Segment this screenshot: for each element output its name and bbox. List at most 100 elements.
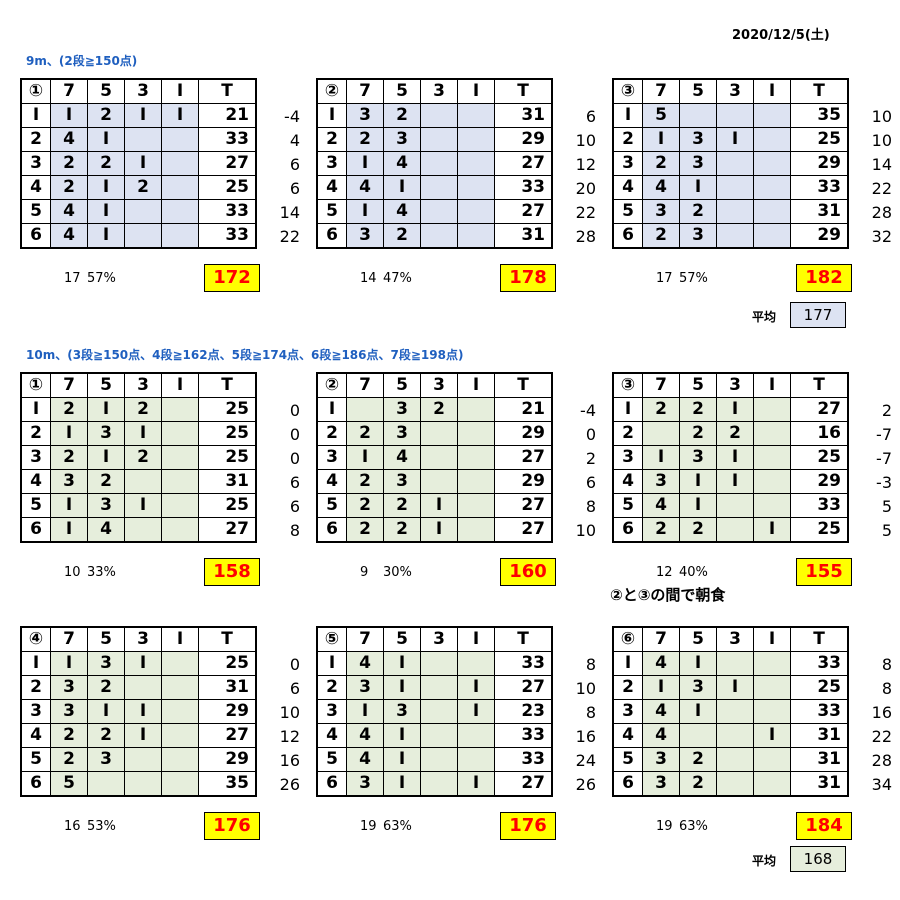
zone-count: 2 <box>679 517 717 543</box>
zone-count: 4 <box>642 699 680 724</box>
diff-value: -3 <box>876 473 892 492</box>
zone-count: 3 <box>346 771 384 797</box>
zone-count <box>161 651 199 676</box>
end-number: 2 <box>20 421 51 446</box>
header-cell: T <box>494 78 553 104</box>
section-9m-title: 9m、(2段≧150点) <box>26 54 138 68</box>
zone-count: 4 <box>50 199 88 224</box>
hit-count: 9 <box>360 565 369 580</box>
header-cell: 3 <box>420 78 458 104</box>
end-total: 31 <box>494 103 553 128</box>
zone-count: I <box>346 699 384 724</box>
zone-count: 3 <box>383 127 421 152</box>
end-total: 27 <box>198 517 257 543</box>
diff-column: 10 10 14 22 28 32 <box>862 105 892 249</box>
zone-count: I <box>346 199 384 224</box>
zone-count <box>679 723 717 748</box>
round-total: 176 <box>204 812 260 840</box>
diff-column: 0 0 0 6 6 8 <box>270 399 300 543</box>
header-cell: 5 <box>679 78 717 104</box>
end-row: 3 2 2 I 27 <box>20 151 257 176</box>
end-number: 2 <box>20 675 51 700</box>
end-row: I I 2 I I 21 <box>20 103 257 128</box>
zone-count: 3 <box>679 127 717 152</box>
zone-count: I <box>716 127 754 152</box>
end-total: 27 <box>494 517 553 543</box>
end-number: 3 <box>316 699 347 724</box>
zone-count: 3 <box>346 103 384 128</box>
zone-count: I <box>642 127 680 152</box>
zone-count <box>161 723 199 748</box>
zone-count <box>161 127 199 152</box>
diff-value: 8 <box>585 703 596 722</box>
zone-count <box>716 747 754 772</box>
header-cell: 7 <box>346 626 384 652</box>
end-row: 6 3 I I 27 <box>316 771 553 797</box>
diff-value: 20 <box>575 179 596 198</box>
end-row: 5 3 2 31 <box>612 747 849 772</box>
zone-count: 3 <box>87 421 125 446</box>
diff-value: 0 <box>289 449 300 468</box>
zone-count <box>753 651 791 676</box>
zone-count <box>346 397 384 422</box>
end-total: 31 <box>790 747 849 772</box>
end-total: 29 <box>494 469 553 494</box>
zone-count: 4 <box>50 127 88 152</box>
header-cell: T <box>494 626 553 652</box>
end-row: 4 4 I 33 <box>612 175 849 200</box>
zone-count <box>87 771 125 797</box>
diff-value: 6 <box>289 473 300 492</box>
round-total: 172 <box>204 264 260 292</box>
zone-count <box>753 675 791 700</box>
zone-count: 3 <box>642 199 680 224</box>
end-total: 31 <box>494 223 553 249</box>
end-row: I 3 2 31 <box>316 103 553 128</box>
end-total: 33 <box>494 723 553 748</box>
diff-value: 28 <box>575 227 596 246</box>
header-cell: I <box>753 626 791 652</box>
zone-count: I <box>679 469 717 494</box>
zone-count <box>457 151 495 176</box>
header-cell: 3 <box>716 626 754 652</box>
zone-count: 2 <box>87 723 125 748</box>
breakfast-note: ②と③の間で朝食 <box>610 586 726 604</box>
diff-value: 12 <box>575 155 596 174</box>
zone-count: 3 <box>679 675 717 700</box>
end-row: I 2 I 2 25 <box>20 397 257 422</box>
zone-count <box>420 151 458 176</box>
zone-count: I <box>50 421 88 446</box>
zone-count: I <box>346 445 384 470</box>
zone-count <box>124 199 162 224</box>
header-cell: T <box>494 372 553 398</box>
end-row: 5 I 4 27 <box>316 199 553 224</box>
zone-count: 5 <box>50 771 88 797</box>
zone-count: 3 <box>679 151 717 176</box>
diff-value: 26 <box>279 775 300 794</box>
end-number: 3 <box>612 151 643 176</box>
diff-value: 10 <box>871 131 892 150</box>
end-row: 6 2 2 I 27 <box>316 517 553 543</box>
end-row: 3 2 3 29 <box>612 151 849 176</box>
header-cell: 3 <box>124 78 162 104</box>
zone-count: I <box>124 723 162 748</box>
end-number: 6 <box>316 223 347 249</box>
diff-value: 14 <box>871 155 892 174</box>
zone-count <box>457 517 495 543</box>
diff-value: 22 <box>575 203 596 222</box>
round-total: 176 <box>500 812 556 840</box>
header-cell: 3 <box>124 626 162 652</box>
end-total: 25 <box>790 127 849 152</box>
zone-count: I <box>87 127 125 152</box>
end-number: 2 <box>612 675 643 700</box>
zone-count: 4 <box>383 445 421 470</box>
end-number: 2 <box>316 421 347 446</box>
zone-count: I <box>124 103 162 128</box>
zone-count: 3 <box>679 223 717 249</box>
zone-count: 5 <box>642 103 680 128</box>
zone-count: 3 <box>87 747 125 772</box>
zone-count: I <box>716 469 754 494</box>
end-total: 31 <box>198 469 257 494</box>
zone-count: 3 <box>642 747 680 772</box>
